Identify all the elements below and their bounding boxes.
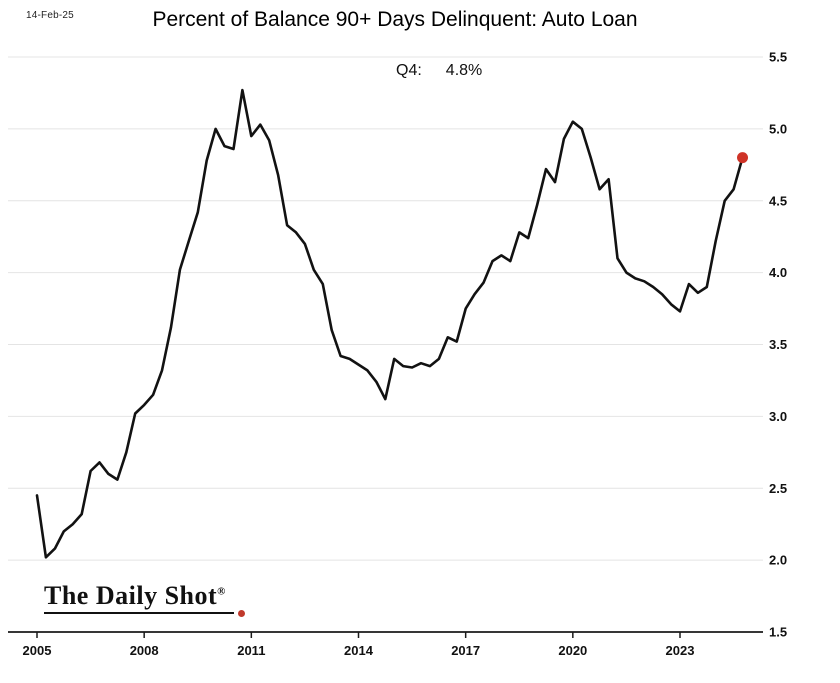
x-tick-label: 2005 (23, 643, 52, 658)
x-tick-label: 2014 (344, 643, 374, 658)
logo-underline-dot (238, 609, 245, 617)
daily-shot-logo: The Daily Shot® (44, 581, 245, 617)
y-tick-label: 3.5 (769, 337, 787, 352)
chart-title: Percent of Balance 90+ Days Delinquent: … (152, 8, 638, 31)
latest-point-marker (737, 152, 749, 164)
y-tick-label: 2.0 (769, 553, 787, 568)
y-tick-label: 5.5 (769, 50, 787, 65)
y-tick-label: 4.5 (769, 193, 787, 208)
latest-value-annotation: Q4: 4.8% (396, 62, 482, 80)
logo-text: The Daily Shot® (44, 581, 234, 611)
x-tick-label: 2017 (451, 643, 480, 658)
y-tick-label: 2.5 (769, 481, 787, 496)
y-tick-label: 1.5 (769, 625, 787, 640)
logo-wordmark: The Daily Shot (44, 581, 218, 610)
annotation-label: Q4: (396, 62, 422, 79)
delinquency-rate-line (35, 88, 744, 559)
y-tick-label: 5.0 (769, 121, 787, 136)
y-tick-label: 4.0 (769, 265, 787, 280)
x-tick-label: 2008 (130, 643, 159, 658)
x-tick-label: 2020 (558, 643, 587, 658)
x-tick-label: 2011 (237, 643, 265, 658)
date-stamp: 14-Feb-25 (26, 10, 74, 21)
registered-mark: ® (217, 585, 226, 598)
annotation-value: 4.8% (445, 62, 483, 79)
y-tick-label: 3.0 (769, 409, 787, 424)
logo-underline (44, 609, 245, 617)
x-tick-label: 2023 (666, 643, 695, 658)
